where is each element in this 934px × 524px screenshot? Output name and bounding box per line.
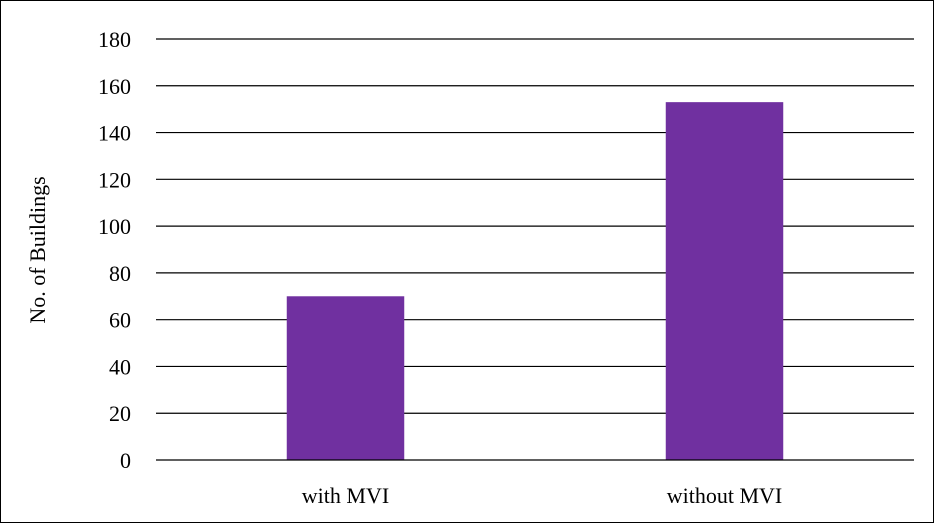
y-tick-label-120: 120	[98, 167, 131, 192]
y-tick-label-140: 140	[98, 121, 131, 146]
x-tick-label-2: without MVI	[667, 483, 783, 508]
y-tick-label-60: 60	[109, 308, 131, 333]
y-tick-label-0: 0	[120, 448, 131, 473]
tick-labels: 0 20 40 60 80 100 120 140 160 180 with MVI without …	[98, 27, 782, 508]
y-tick-label-80: 80	[109, 261, 131, 286]
bar-without-mvi	[665, 102, 784, 461]
y-axis-title: No. of Buildings	[25, 176, 50, 323]
gridlines	[156, 38, 914, 414]
bars	[286, 102, 784, 461]
x-tick-label-1: with MVI	[302, 483, 389, 508]
y-tick-label-40: 40	[109, 354, 131, 379]
y-tick-label-160: 160	[98, 74, 131, 99]
bar-with-mvi	[286, 296, 405, 460]
y-tick-label-100: 100	[98, 214, 131, 239]
y-tick-label-20: 20	[109, 401, 131, 426]
y-tick-label-180: 180	[98, 27, 131, 52]
